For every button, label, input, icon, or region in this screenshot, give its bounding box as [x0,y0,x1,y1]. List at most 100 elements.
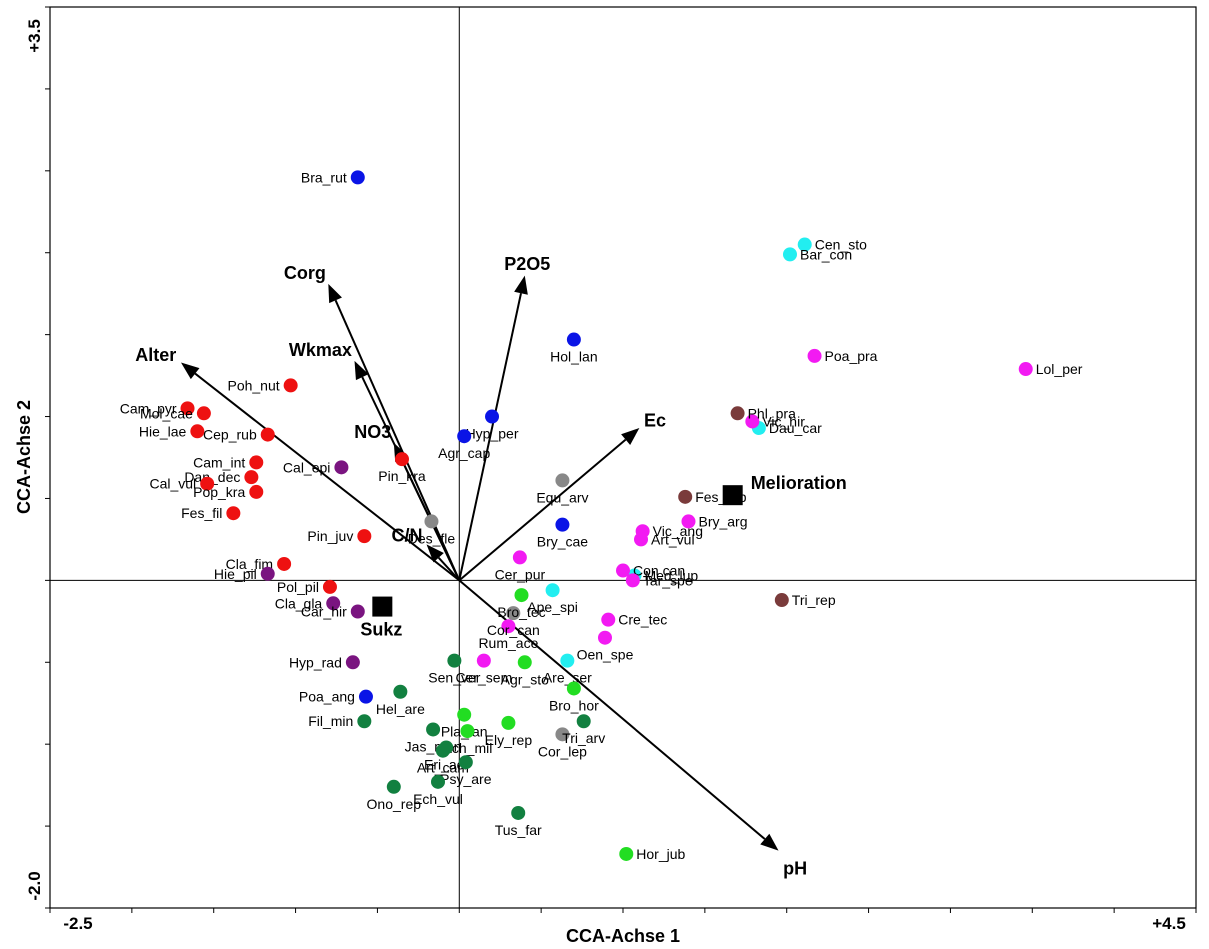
point-fes-fil [226,506,241,521]
point-label-rum-ace: Rum_ace [478,635,538,651]
vector-arrowhead-ph [760,833,779,851]
point-label-med-lup: Med_lup [644,567,698,583]
vector-arrowhead-alter [180,362,200,380]
point-label-cer-pur: Cer_pur [495,566,546,582]
point-label-ach-mil: Ach_mil [443,740,493,756]
point-label-tri-arv: Tri_arv [562,730,605,746]
point-hyp-per [485,409,500,424]
point-cep-rub [260,427,275,442]
zero-axes [50,7,1196,908]
point-label-bar-con: Bar_con [800,246,852,262]
point-jas-mon [426,722,441,737]
point-cla-fim [277,556,292,571]
vector-label-ph: pH [783,859,807,879]
point-label-hol-lan: Hol_lan [550,349,597,365]
vector-arrowhead-c-n [426,544,444,563]
point-mol-cae [196,406,211,421]
point-label-phl-pra: Phl_pra [748,405,796,421]
point-label-pop-kra: Pop_kra [193,484,245,500]
centroid-sukz [372,596,393,617]
point-label-are-ser: Are_ser [543,670,592,686]
point-label-cal-vul: Cal_vul [149,476,196,492]
point-des-fle [424,514,439,529]
vector-line-ec [458,438,627,582]
x-max-tick-label: +4.5 [1152,914,1186,933]
point-label-tar-spe: Tar_spe [643,572,693,588]
point-cor-can [506,606,521,621]
point-cer-sem [476,653,491,668]
vector-label-c-n: C/N [392,525,423,545]
species-points: Bra_rut Hol_lan Hyp_per Agr_cap Bry_cae Poa_a… [120,169,1083,862]
point-agr-sto [517,655,532,670]
point-label-bra-rut: Bra_rut [301,169,347,185]
point-label-fes-fil: Fes_fil [181,505,222,521]
point-hie-lae [190,424,205,439]
point-phl-pra [730,406,745,421]
x-min-tick-label: -2.5 [63,914,92,933]
point-rum-ace [501,619,516,634]
point-bro-hor [566,681,581,696]
point-bro-tec [514,588,529,603]
point-ech-vul [431,774,446,789]
point-hel-are [393,684,408,699]
point-label-dau-car: Dau_car [769,420,822,436]
vector-arrowhead-corg [328,283,342,304]
point-label-bry-cae: Bry_cae [537,534,589,550]
point-cal-epi [334,460,349,475]
point-label-cla-gla: Cla_gla [275,595,323,611]
point-cla-gla [326,596,341,611]
point-label-cep-rub: Cep_rub [203,427,257,443]
point-label-con-can: Con can [633,563,685,579]
point-label-cer-sem: Cer_sem [455,670,512,686]
point-label-pol-pil: Pol_pil [277,579,319,595]
point-pin-juv [357,529,372,544]
point-label-psy-are: Psy_are [440,771,492,787]
point-label-ely-rep: Ely_rep [485,732,533,748]
point-cer-pur [512,550,527,565]
vector-arrowhead-wkmax [354,360,369,381]
point-poh-nut [283,378,298,393]
point-label-lol-per: Lol_per [1036,361,1083,377]
point-tri-arv [576,714,591,729]
point-label-hyp-rad: Hyp_rad [289,654,342,670]
axis-ticks [45,6,1197,913]
vector-label-wkmax: Wkmax [289,340,352,360]
point-label-cre-tec: Cre_tec [618,612,667,628]
point-label-hie-lae: Hie_lae [139,423,187,439]
point-hol-lan [566,332,581,347]
x-axis-label: CCA-Achse 1 [566,926,680,946]
point-pol-pil [322,579,337,594]
y-max-tick-label: +3.5 [25,19,44,53]
point-bry-cae [555,517,570,532]
point-fil-min [357,714,372,729]
point-label-des-fle: Des_fle [408,530,456,546]
point-cam-int [249,455,264,470]
point-label-ech-vul: Ech_vul [413,791,463,807]
point-vic-hir [745,414,760,429]
point-dan-dec [244,470,259,485]
vector-line-p2o5 [458,293,522,581]
point-are-ser [560,653,575,668]
point-tus-far [511,805,526,820]
point-bry-arg [681,514,696,529]
point-label-bry-arg: Bry_arg [698,513,747,529]
point-car-hir [350,604,365,619]
vector-label-no3: NO3 [354,422,391,442]
point-tri-rep [774,593,789,608]
point-pla-lan [457,707,472,722]
vector-line-corg [334,299,461,581]
point-label-poa-ang: Poa_ang [299,689,355,705]
point-label-bro-hor: Bro_hor [549,697,599,713]
point-label-pin-juv: Pin_juv [307,528,353,544]
point-label-bro-tec: Bro_tec [497,604,545,620]
point-label-ono-rep: Ono_rep [367,796,422,812]
point-label-cam-int: Cam_int [193,454,245,470]
point-bar-con [782,247,797,262]
point-hor-jub [619,846,634,861]
vector-label-p2o5: P2O5 [504,254,550,274]
point-tar-spe [625,573,640,588]
point-label-hie-pil: Hie_pil [214,566,257,582]
point-label-cal-epi: Cal_epi [283,459,330,475]
point-pin-kra [394,452,409,467]
